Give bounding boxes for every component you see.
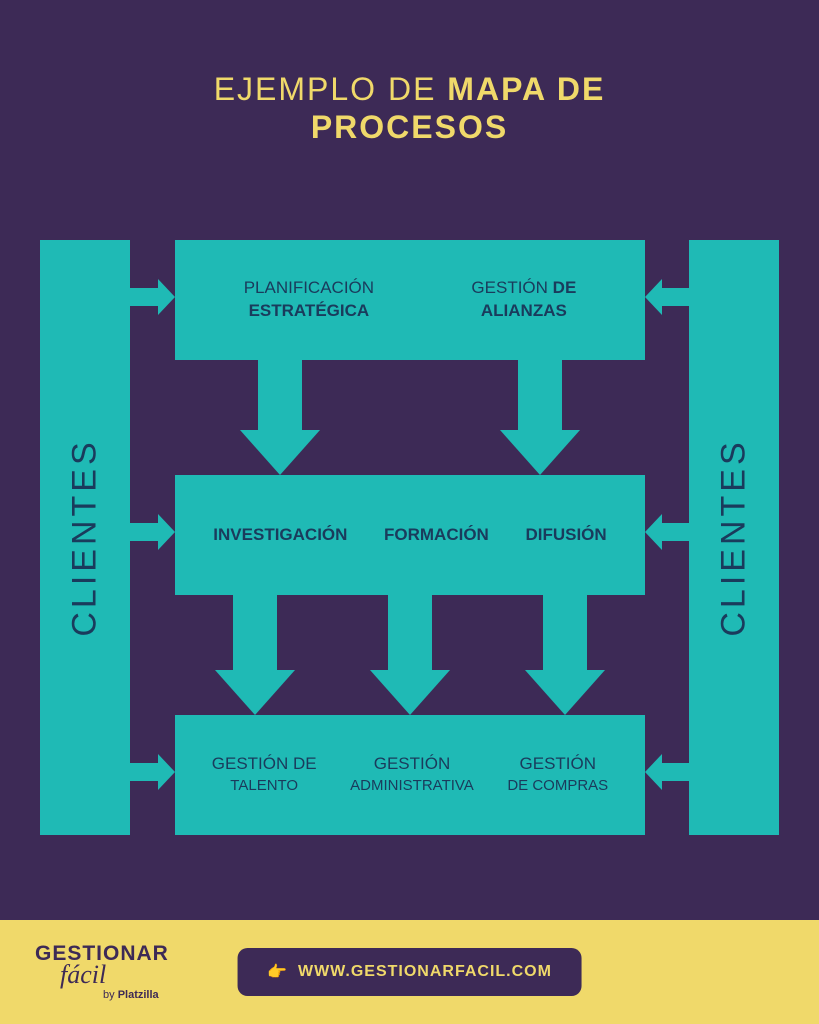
process-planificacion: PLANIFICACIÓN ESTRATÉGICA [244,277,374,323]
process-row-2: INVESTIGACIÓN FORMACIÓN DIFUSIÓN [175,475,645,595]
arrow-left-row2 [130,514,175,550]
title-bold-2: PROCESOS [311,109,508,145]
process-row-1: PLANIFICACIÓN ESTRATÉGICA GESTIÓN DE ALI… [175,240,645,360]
arrow-right-row1 [645,279,690,315]
process-formacion: FORMACIÓN [384,524,489,547]
pointing-hand-icon: 👉 [267,962,288,982]
brand-logo: GESTIONAR fácil by Platzilla [35,943,169,1001]
process-compras: GESTIÓN DE COMPRAS [507,753,608,796]
title-bold-1: MAPA DE [447,71,605,107]
process-investigacion: INVESTIGACIÓN [213,524,347,547]
process-difusion: DIFUSIÓN [525,524,606,547]
arrow-right-row3 [645,754,690,790]
arrow-left-row3 [130,754,175,790]
arrow-down-r1-a [240,360,320,475]
clients-left-label: CLIENTES [66,438,105,636]
process-administrativa: GESTIÓN ADMINISTRATIVA [350,753,474,796]
footer-bar: GESTIONAR fácil by Platzilla 👉 WWW.GESTI… [0,920,819,1024]
url-badge[interactable]: 👉 WWW.GESTIONARFACIL.COM [237,948,582,996]
page-title: EJEMPLO DE MAPA DE PROCESOS [0,70,819,147]
arrow-down-r1-b [500,360,580,475]
url-text: WWW.GESTIONARFACIL.COM [298,963,552,981]
clients-right-block: CLIENTES [689,240,779,835]
arrow-down-r2-a [215,595,295,715]
clients-right-label: CLIENTES [715,438,754,636]
logo-line2: fácil [60,962,169,988]
arrow-down-r2-b [370,595,450,715]
arrow-down-r2-c [525,595,605,715]
clients-left-block: CLIENTES [40,240,130,835]
process-talento: GESTIÓN DE TALENTO [212,753,317,796]
logo-byline: by Platzilla [103,990,169,1001]
process-row-3: GESTIÓN DE TALENTO GESTIÓN ADMINISTRATIV… [175,715,645,835]
diagram-canvas: EJEMPLO DE MAPA DE PROCESOS CLIENTES CLI… [0,0,819,920]
process-gestion-alianzas: GESTIÓN DE ALIANZAS [471,277,576,323]
arrow-left-row1 [130,279,175,315]
arrow-right-row2 [645,514,690,550]
title-light: EJEMPLO DE [214,71,448,107]
